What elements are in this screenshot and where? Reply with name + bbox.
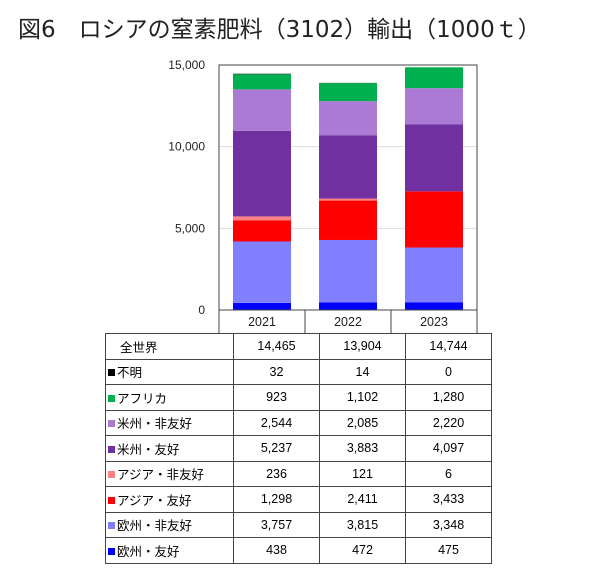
row-label: アフリカ	[105, 384, 234, 411]
table-cell: 3,883	[319, 435, 406, 462]
bar-segment	[319, 198, 377, 201]
table-cell: 32	[233, 358, 320, 385]
bar-segment	[405, 88, 463, 125]
table-cell: 923	[233, 384, 320, 411]
y-tick-label: 15,000	[168, 58, 205, 72]
x-tick-label: 2022	[334, 315, 362, 329]
series-label: 欧州・非友好	[117, 519, 193, 534]
table-row: 不明 32 14 0	[105, 358, 492, 385]
chart-title: 図6 ロシアの窒素肥料（3102）輸出（1000ｔ）	[18, 17, 541, 43]
table-cell: 3,348	[405, 511, 492, 538]
table-cell: 2,085	[319, 409, 406, 436]
bar-segment	[319, 200, 377, 240]
table-cell: 3,815	[319, 511, 406, 538]
series-label: アジア・友好	[117, 493, 192, 508]
table-cell: 2,220	[405, 409, 492, 436]
table-cell: 14,744	[405, 333, 492, 360]
table-cell: 4,097	[405, 435, 492, 462]
x-tick-label: 2021	[248, 315, 276, 329]
table-cell: 6	[405, 460, 492, 487]
bar-segment	[233, 220, 291, 242]
legend-swatch	[108, 394, 115, 402]
plot-area-border	[218, 64, 478, 311]
bar-segment	[405, 124, 463, 192]
table-row: 米州・友好 5,237 3,883 4,097	[105, 435, 492, 462]
y-tick-label: 0	[198, 303, 205, 317]
y-tick-label: 10,000	[168, 140, 205, 154]
table-cell: 1,280	[405, 384, 492, 411]
bar-segment	[233, 73, 291, 75]
row-label: 米州・非友好	[105, 409, 234, 436]
table-row: アジア・非友好 236 121 6	[105, 460, 492, 487]
table-cell: 475	[405, 537, 492, 564]
bar-segment	[405, 247, 463, 303]
total-label: 全世界	[120, 340, 158, 355]
bar-segment	[319, 302, 377, 310]
row-label: アジア・非友好	[105, 460, 234, 487]
table-cell: 2,544	[233, 409, 320, 436]
data-table: 全世界 14,465 13,904 14,744 不明 32 14 0 アフリカ 923 1,102…	[105, 333, 492, 564]
bar-segment	[405, 67, 463, 89]
bar-segment	[233, 241, 291, 303]
table-cell: 14	[319, 358, 406, 385]
bar-segment	[319, 239, 377, 303]
bar-segment	[319, 135, 377, 199]
row-label: アジア・友好	[105, 486, 234, 513]
table-cell: 5,237	[233, 435, 320, 462]
table-row: 全世界 14,465 13,904 14,744	[105, 333, 492, 360]
table-cell: 0	[405, 358, 492, 385]
legend-swatch	[108, 369, 115, 377]
row-label: 欧州・友好	[105, 537, 234, 564]
bar-segment	[233, 74, 291, 90]
table-row: 欧州・友好 438 472 475	[105, 537, 492, 564]
series-label: 欧州・友好	[117, 544, 180, 559]
bar-segment	[233, 302, 291, 310]
table-row: アフリカ 923 1,102 1,280	[105, 384, 492, 411]
table-cell: 121	[319, 460, 406, 487]
row-label: 米州・友好	[105, 435, 234, 462]
table-cell: 2,411	[319, 486, 406, 513]
bar-segment	[319, 101, 377, 136]
table-cell: 1,102	[319, 384, 406, 411]
row-label: 不明	[105, 358, 234, 385]
series-label: 米州・非友好	[117, 417, 193, 432]
table-cell: 13,904	[319, 333, 406, 360]
table-cell: 438	[233, 537, 320, 564]
legend-swatch	[108, 471, 115, 479]
bar-segment	[405, 191, 463, 248]
table-row: アジア・友好 1,298 2,411 3,433	[105, 486, 492, 513]
row-label: 欧州・非友好	[105, 511, 234, 538]
legend-swatch	[108, 445, 115, 453]
bar-segment	[233, 130, 291, 217]
legend-swatch	[108, 496, 115, 504]
legend-swatch	[108, 547, 115, 555]
table-cell: 236	[233, 460, 320, 487]
x-tick-label: 2023	[420, 315, 448, 329]
legend-swatch	[108, 420, 115, 428]
series-label: アジア・非友好	[117, 468, 205, 483]
table-row: 米州・非友好 2,544 2,085 2,220	[105, 409, 492, 436]
series-label: 米州・友好	[117, 442, 180, 457]
y-tick-label: 5,000	[175, 221, 205, 235]
bar-segment	[319, 83, 377, 102]
legend-swatch	[108, 522, 115, 530]
table-cell: 14,465	[233, 333, 320, 360]
bar-segment	[405, 302, 463, 310]
table-cell: 1,298	[233, 486, 320, 513]
table-cell: 3,433	[405, 486, 492, 513]
bar-segment	[233, 89, 291, 131]
row-label: 全世界	[105, 333, 234, 360]
table-cell: 472	[319, 537, 406, 564]
series-label: 不明	[117, 366, 143, 381]
series-label: アフリカ	[117, 391, 168, 406]
table-row: 欧州・非友好 3,757 3,815 3,348	[105, 511, 492, 538]
table-cell: 3,757	[233, 511, 320, 538]
bar-segment	[233, 216, 291, 221]
